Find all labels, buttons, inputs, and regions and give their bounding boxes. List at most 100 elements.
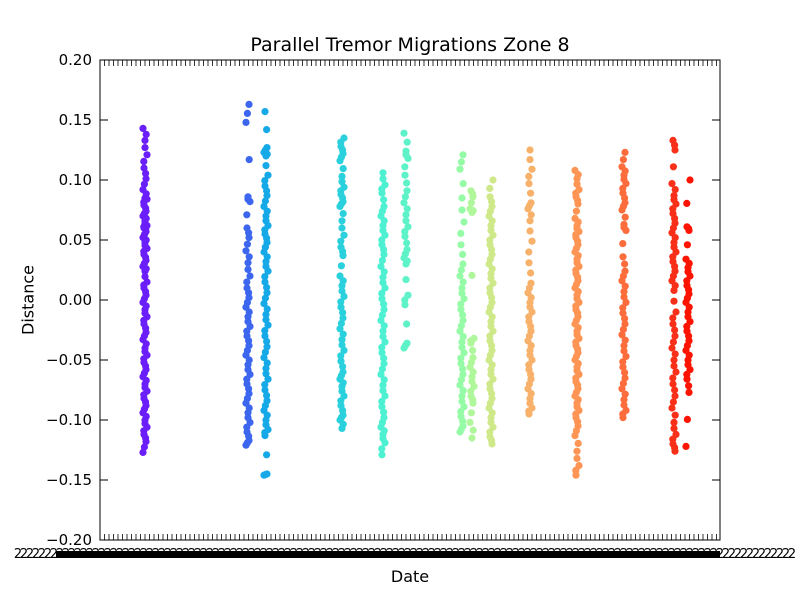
data-point bbox=[685, 226, 693, 234]
data-point bbox=[618, 331, 626, 339]
data-point bbox=[457, 158, 465, 166]
data-point bbox=[381, 284, 389, 292]
data-point bbox=[400, 129, 408, 137]
y-tick-label: 0.15 bbox=[59, 111, 92, 129]
data-point bbox=[670, 286, 678, 294]
data-point bbox=[620, 396, 628, 404]
data-point bbox=[403, 205, 411, 213]
data-point bbox=[260, 300, 268, 308]
data-point bbox=[669, 398, 678, 406]
data-point bbox=[621, 336, 629, 344]
data-point bbox=[141, 136, 149, 144]
data-point bbox=[457, 354, 465, 362]
data-point bbox=[670, 424, 678, 432]
x-tick-label: 2 bbox=[788, 547, 796, 562]
x-tick-label: 2 bbox=[764, 547, 772, 562]
data-point bbox=[263, 337, 271, 345]
data-point bbox=[141, 144, 149, 152]
data-point bbox=[488, 440, 496, 448]
data-point bbox=[339, 252, 347, 260]
data-point bbox=[619, 414, 627, 422]
data-point bbox=[262, 162, 270, 170]
data-point bbox=[380, 322, 388, 330]
data-point bbox=[262, 364, 270, 372]
data-point bbox=[260, 354, 268, 362]
data-point bbox=[140, 164, 148, 172]
data-point bbox=[262, 152, 270, 160]
data-point bbox=[459, 278, 467, 286]
x-tick-label: 2 bbox=[770, 547, 778, 562]
x-tick-label: 2 bbox=[734, 547, 742, 562]
data-point bbox=[380, 196, 388, 204]
data-point bbox=[572, 207, 581, 215]
data-point bbox=[457, 229, 465, 237]
data-point bbox=[380, 360, 388, 368]
data-point bbox=[261, 177, 269, 185]
data-point bbox=[339, 314, 347, 322]
data-point bbox=[378, 256, 386, 264]
data-point bbox=[458, 194, 466, 202]
data-point bbox=[139, 124, 147, 132]
data-point bbox=[671, 350, 679, 358]
data-point bbox=[467, 339, 475, 347]
data-point bbox=[338, 287, 346, 295]
data-point bbox=[671, 447, 679, 455]
data-point bbox=[262, 310, 270, 318]
data-point bbox=[263, 305, 271, 313]
data-point bbox=[379, 327, 387, 335]
data-point bbox=[468, 208, 476, 216]
data-point bbox=[621, 374, 629, 382]
data-point bbox=[140, 443, 148, 451]
data-point bbox=[457, 360, 465, 368]
data-point bbox=[261, 197, 269, 205]
data-point bbox=[263, 192, 271, 200]
data-point bbox=[141, 273, 149, 281]
data-point bbox=[380, 268, 388, 276]
data-point bbox=[339, 363, 347, 371]
data-point bbox=[338, 341, 346, 349]
data-point bbox=[340, 231, 348, 239]
data-point bbox=[619, 325, 628, 333]
data-point bbox=[379, 169, 387, 177]
x-tick-label: 2 bbox=[752, 547, 760, 562]
data-point bbox=[621, 315, 629, 323]
data-point bbox=[263, 126, 271, 134]
data-point bbox=[670, 356, 678, 364]
data-point bbox=[263, 359, 271, 367]
data-point bbox=[620, 288, 628, 296]
data-point bbox=[683, 375, 691, 383]
data-point bbox=[468, 271, 476, 279]
data-point bbox=[621, 213, 629, 221]
data-point bbox=[379, 381, 387, 389]
data-point bbox=[683, 241, 692, 249]
data-point bbox=[621, 390, 629, 398]
data-point bbox=[524, 205, 532, 213]
x-tick-label: 2 bbox=[776, 547, 784, 562]
data-point bbox=[458, 338, 466, 346]
data-point bbox=[671, 146, 679, 154]
data-point bbox=[526, 146, 534, 154]
data-point bbox=[668, 404, 676, 412]
data-point bbox=[619, 156, 628, 164]
data-point bbox=[456, 272, 464, 280]
data-point bbox=[467, 199, 475, 207]
data-point bbox=[378, 343, 386, 351]
data-point bbox=[620, 347, 628, 355]
data-point bbox=[380, 354, 388, 362]
data-point bbox=[686, 176, 694, 184]
data-point bbox=[669, 374, 677, 382]
x-tick-label: 2 bbox=[50, 547, 58, 562]
data-point bbox=[456, 165, 464, 173]
data-point bbox=[380, 376, 388, 384]
x-tick-label-band bbox=[56, 551, 720, 558]
data-point bbox=[621, 282, 629, 290]
data-point bbox=[261, 386, 269, 394]
data-point bbox=[378, 403, 386, 411]
data-point bbox=[338, 336, 346, 344]
data-point bbox=[621, 260, 629, 268]
data-point bbox=[683, 415, 692, 423]
data-point bbox=[619, 363, 627, 371]
data-point bbox=[403, 320, 411, 328]
data-point bbox=[459, 333, 467, 341]
data-point bbox=[337, 319, 345, 327]
